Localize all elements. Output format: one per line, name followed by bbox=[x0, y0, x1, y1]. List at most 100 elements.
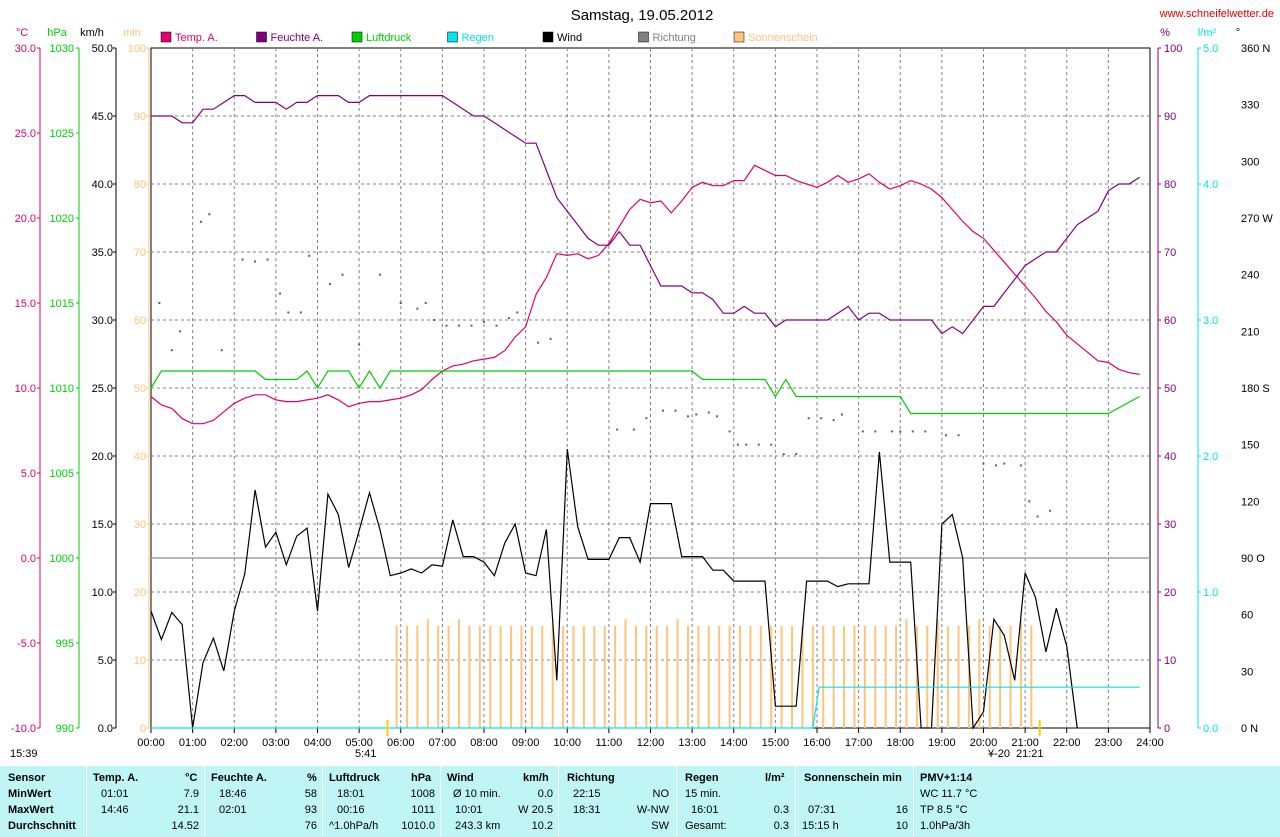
direction-point bbox=[299, 311, 302, 314]
direction-point bbox=[945, 434, 948, 437]
bottom-mark-label: ¥-20 bbox=[987, 748, 1010, 760]
rain-tick-label: 4.0 bbox=[1203, 179, 1218, 191]
direction-point bbox=[1036, 515, 1039, 518]
legend: Temp. A. Feuchte A. Luftdruck Regen Wind Rich… bbox=[160, 31, 818, 44]
direction-point bbox=[924, 430, 927, 433]
direction-point bbox=[416, 307, 419, 310]
sunrise-label: 5:41 bbox=[355, 748, 376, 760]
pmv-dewpoint: TP 8.5 °C bbox=[920, 804, 968, 816]
temp-min-time: 01:01 bbox=[101, 788, 129, 800]
wind-avg-value: 10.2 bbox=[531, 820, 553, 832]
wind-tick-label: 30.0 bbox=[92, 315, 113, 327]
x-tick-label: 16:00 bbox=[803, 737, 831, 749]
sun-title: Sonnenschein min bbox=[804, 772, 902, 784]
wind-avg10-label: Ø 10 min. bbox=[453, 788, 501, 800]
direction-point bbox=[957, 434, 960, 437]
legend-swatch bbox=[351, 31, 363, 43]
rain-unit: l/m² bbox=[765, 772, 785, 784]
direction-point bbox=[470, 324, 473, 327]
pmv-pressure-trend: 1.0hPa/3h bbox=[920, 820, 971, 832]
direction-tick-label: 30 bbox=[1241, 666, 1253, 678]
rain-15min-label: 15 min. bbox=[685, 788, 722, 800]
direction-point bbox=[445, 324, 448, 327]
direction-point bbox=[378, 273, 381, 276]
series-line-temp-a bbox=[150, 164, 1140, 425]
series-line-feuchte-a bbox=[151, 95, 1140, 335]
direction-point bbox=[328, 283, 331, 286]
temp-max-value: 21.1 bbox=[177, 804, 199, 816]
sensor-section: Sensor MinWert MaxWert Durchschnitt bbox=[0, 766, 87, 837]
direction-point bbox=[757, 443, 760, 446]
humid-title: Feuchte A. bbox=[211, 772, 267, 784]
wind-tick-label: 50.0 bbox=[92, 43, 113, 55]
direction-point bbox=[549, 337, 552, 340]
humid-unit-label: % bbox=[1160, 27, 1170, 39]
pressure-trend: ^1.0hPa/h bbox=[329, 820, 379, 832]
sun-tick-label: 0 bbox=[140, 723, 146, 735]
rain-section: Regen l/m² 15 min. 16:01 0.3 Gesamt: 0.3 bbox=[677, 766, 796, 837]
pressure-tick-label: 1005 bbox=[50, 468, 74, 480]
temp-tick-label: 30.0 bbox=[15, 43, 36, 55]
temp-section: Temp. A. °C 01:01 7.9 14:46 21.1 14.52 bbox=[87, 766, 205, 837]
legend-label: Luftdruck bbox=[366, 32, 412, 44]
sun-tick-label: 80 bbox=[134, 179, 146, 191]
humid-avg-value: 76 bbox=[304, 820, 317, 832]
wind-unit: km/h bbox=[523, 772, 549, 784]
direction-point bbox=[358, 343, 361, 346]
statistics-panel: Sensor MinWert MaxWert Durchschnitt Temp… bbox=[0, 766, 1280, 837]
x-tick-label: 10:00 bbox=[553, 737, 581, 749]
temp-max-time: 14:46 bbox=[101, 804, 129, 816]
wind-section: Wind km/h Ø 10 min. 0.0 10:01 W 20.5 243… bbox=[441, 766, 559, 837]
series-line-regen bbox=[151, 686, 1140, 729]
chart-title: Samstag, 19.05.2012 bbox=[571, 7, 714, 24]
wind-tick-label: 25.0 bbox=[92, 383, 113, 395]
direction-point bbox=[745, 443, 748, 446]
direction-point bbox=[266, 258, 269, 261]
row-label-avg: Durchschnitt bbox=[8, 820, 76, 832]
legend-label: Temp. A. bbox=[175, 32, 218, 44]
wind-tick-label: 20.0 bbox=[92, 451, 113, 463]
humid-min-value: 58 bbox=[304, 788, 317, 800]
direction-point bbox=[179, 330, 182, 333]
temp-avg-value: 14.52 bbox=[171, 820, 199, 832]
temp-min-value: 7.9 bbox=[183, 788, 199, 800]
pressure-min-time: 18:01 bbox=[337, 788, 365, 800]
direction-point bbox=[279, 292, 282, 295]
direction-avg-value: SW bbox=[651, 820, 669, 832]
direction-min-time: 22:15 bbox=[573, 788, 601, 800]
direction-point bbox=[1049, 509, 1052, 512]
pressure-section: Luftdruck hPa 18:01 1008 00:16 1011 ^1.0… bbox=[323, 766, 441, 837]
pressure-avg-value: 1010.0 bbox=[401, 820, 435, 832]
direction-point bbox=[736, 443, 739, 446]
direction-point bbox=[399, 302, 402, 304]
direction-point bbox=[728, 430, 731, 433]
direction-point bbox=[874, 430, 877, 433]
direction-tick-label: 150 bbox=[1241, 440, 1259, 452]
x-tick-label: 22:00 bbox=[1053, 737, 1081, 749]
legend-swatch bbox=[542, 31, 554, 43]
direction-tick-label: 90 O bbox=[1241, 553, 1265, 565]
direction-title: Richtung bbox=[567, 772, 615, 784]
wind-max-value: W 20.5 bbox=[518, 804, 553, 816]
grid bbox=[150, 47, 1151, 729]
wind-distance: 243.3 km bbox=[455, 820, 501, 832]
sun-total-hours: 15:15 h bbox=[802, 820, 839, 832]
direction-point bbox=[770, 443, 773, 446]
direction-point bbox=[254, 260, 257, 263]
legend-swatch bbox=[160, 31, 172, 43]
sun-tick-label: 20 bbox=[134, 587, 146, 599]
rain-tick-label: 3.0 bbox=[1203, 315, 1218, 327]
pmv-title: PMV+1:14 bbox=[920, 772, 973, 784]
temp-title: Temp. A. bbox=[93, 772, 139, 784]
direction-unit-label: ° bbox=[1236, 27, 1240, 39]
site-link[interactable]: www.schneifelwetter.de bbox=[1159, 8, 1274, 20]
temp-tick-label: 25.0 bbox=[15, 128, 36, 140]
humid-tick-label: 50 bbox=[1164, 383, 1176, 395]
pmv-section: PMV+1:14 WC 11.7 °C TP 8.5 °C 1.0hPa/3h bbox=[914, 766, 1280, 837]
x-tick-label: 11:00 bbox=[596, 737, 623, 749]
pressure-min-value: 1008 bbox=[410, 788, 435, 800]
rain-tick-label: 5.0 bbox=[1203, 43, 1218, 55]
rain-total-label: Gesamt: bbox=[685, 820, 727, 832]
direction-tick-label: 300 bbox=[1241, 156, 1259, 168]
wind-tick-label: 10.0 bbox=[92, 587, 113, 599]
